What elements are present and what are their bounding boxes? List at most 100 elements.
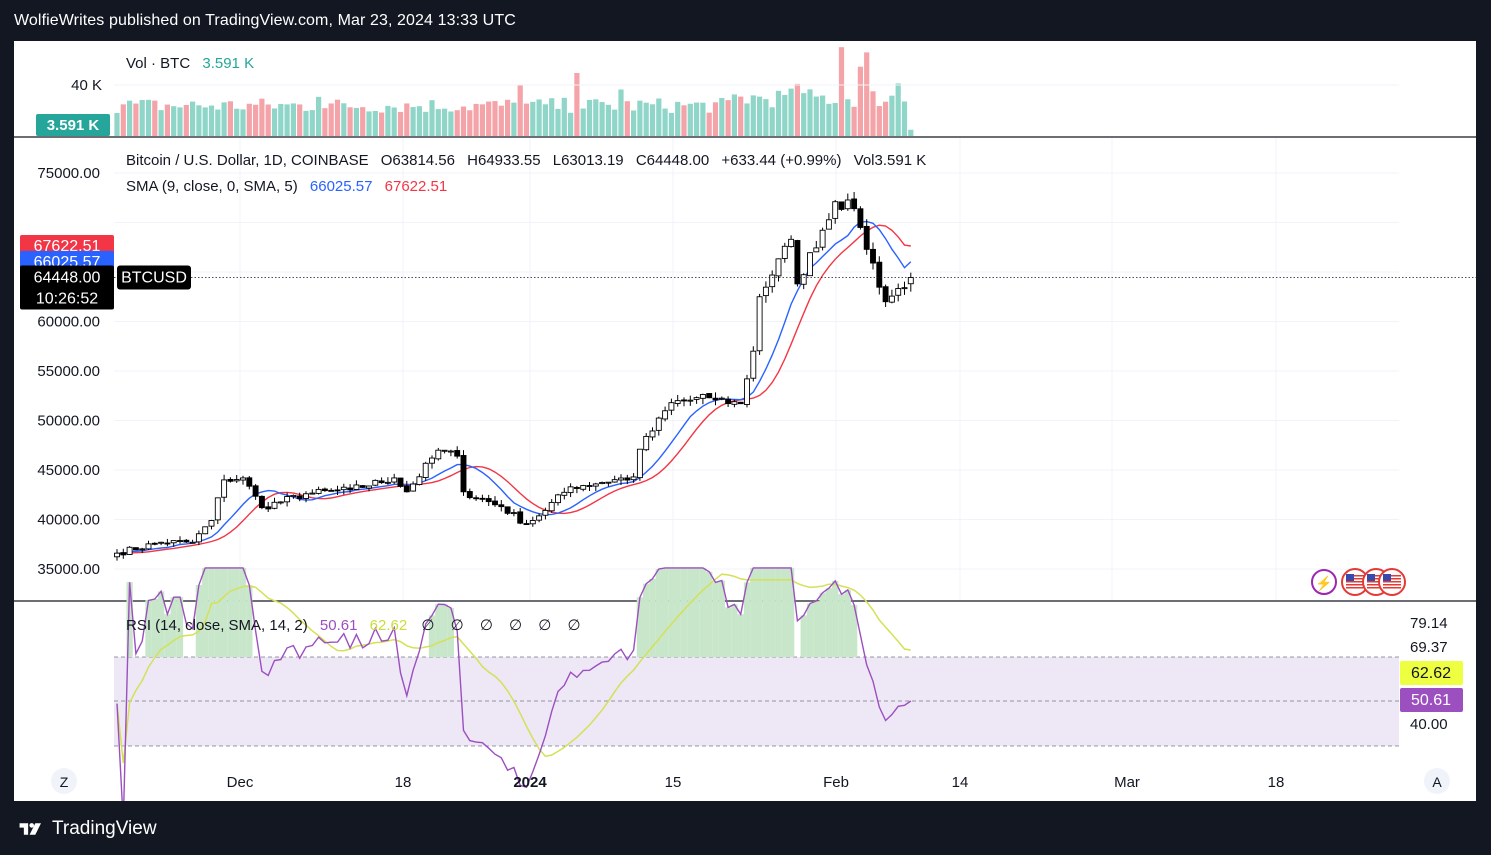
rsi-badge-text: 50.61: [1411, 692, 1451, 709]
candle: [573, 485, 580, 494]
candle-body: [863, 225, 870, 250]
time-axis-label: Mar: [1114, 774, 1140, 791]
volume-bar: [328, 103, 334, 136]
flag-stripe: [1346, 581, 1364, 583]
flag-stripe: [1383, 575, 1401, 577]
volume-bar: [202, 107, 208, 136]
tradingview-logo-icon: [19, 823, 41, 835]
volume-legend: Vol · BTC 3.591 K: [126, 55, 254, 72]
volume-bar: [599, 102, 605, 136]
candle-body: [391, 477, 398, 483]
volume-bar: [259, 98, 265, 136]
volume-bar: [133, 103, 139, 136]
candle-body: [813, 247, 820, 253]
candle-body: [523, 523, 530, 526]
candle-body: [347, 487, 354, 491]
ohlc-open: O63814.56: [380, 152, 455, 169]
volume-bar: [624, 101, 630, 136]
rsi-title: RSI (14, close, SMA, 14, 2): [126, 617, 308, 634]
candle-body: [422, 462, 429, 478]
volume-bar: [908, 129, 914, 136]
volume-bar: [901, 101, 908, 136]
volume-bar: [454, 110, 460, 136]
candle-body: [611, 479, 618, 483]
candle-body: [296, 495, 303, 500]
time-axis-label: 18: [1268, 774, 1285, 791]
volume-bar: [637, 100, 643, 136]
chart-panel[interactable]: 75000.00 60000.00 55000.00 50000.00 45000.00…: [14, 41, 1476, 801]
us-flag-event-icon: [1341, 568, 1369, 596]
candle: [321, 487, 328, 492]
candle: [258, 495, 265, 510]
volume-bar: [391, 107, 397, 136]
candle-body: [536, 515, 543, 521]
volume-bar: [662, 108, 668, 136]
volume-bar: [479, 104, 485, 136]
candle: [693, 396, 700, 404]
candle: [277, 501, 284, 505]
price-axis-tick: 35000.00: [37, 561, 100, 578]
candle: [183, 539, 190, 543]
candle-body: [366, 485, 372, 489]
candle: [901, 281, 908, 295]
volume-bar: [744, 103, 750, 136]
volume-bar: [347, 107, 353, 136]
candle-body: [397, 477, 404, 487]
candle-body: [252, 485, 259, 497]
volume-bar: [788, 88, 794, 136]
candle-body: [542, 509, 549, 516]
candle: [794, 239, 801, 287]
volume-bar: [190, 101, 196, 136]
volume-badge-text: 3.591 K: [47, 117, 100, 134]
price-axis-tick: 40000.00: [37, 512, 100, 529]
volume-bar: [719, 98, 725, 136]
candle-body: [744, 378, 750, 405]
volume-bar: [127, 100, 133, 136]
candle-body: [271, 501, 278, 509]
tradingview-brand[interactable]: TradingView: [16, 818, 157, 840]
volume-bar: [555, 108, 561, 136]
volume-bar: [889, 95, 895, 136]
volume-bar: [316, 96, 322, 136]
volume-bar: [523, 103, 530, 136]
candle-body: [202, 526, 209, 535]
candle: [403, 480, 410, 493]
volume-bar: [177, 107, 183, 136]
candle: [145, 540, 152, 550]
candle-body: [460, 455, 467, 493]
candle-body: [655, 417, 662, 431]
candle-body: [788, 238, 795, 248]
volume-bar: [303, 110, 309, 136]
chart-canvas[interactable]: 75000.00 60000.00 55000.00 50000.00 45000.00…: [14, 41, 1476, 801]
candle: [114, 549, 120, 561]
candle-body: [164, 542, 171, 545]
candle-body: [492, 500, 498, 506]
candle-body: [888, 295, 895, 303]
candle: [510, 509, 517, 517]
volume-bar: [429, 100, 435, 136]
volume-bar: [397, 111, 404, 136]
candle: [813, 240, 820, 253]
volume-bar: [158, 110, 164, 136]
candle: [284, 492, 291, 507]
candle-body: [416, 476, 423, 485]
candle: [227, 477, 234, 483]
sma-slow-badge-text: 67622.51: [34, 238, 101, 255]
candle-body: [359, 485, 366, 488]
volume-bar: [290, 103, 296, 136]
candle-body: [429, 457, 435, 464]
candle: [618, 474, 624, 485]
candle: [473, 495, 480, 501]
volume-bar: [297, 104, 303, 136]
flag-stripe: [1367, 581, 1385, 583]
flag-stripe: [1367, 587, 1385, 589]
volume-bar: [284, 104, 290, 136]
countdown-text: 10:26:52: [36, 290, 98, 307]
sma-fast-value: 66025.57: [309, 178, 373, 195]
candle-body: [605, 481, 612, 484]
candle-body: [277, 501, 284, 504]
time-axis: Dec 18 2024 15 Feb 14 Mar 18: [227, 774, 1285, 791]
candle: [895, 283, 902, 302]
volume-bar: [656, 98, 662, 136]
candle-body: [586, 485, 593, 487]
